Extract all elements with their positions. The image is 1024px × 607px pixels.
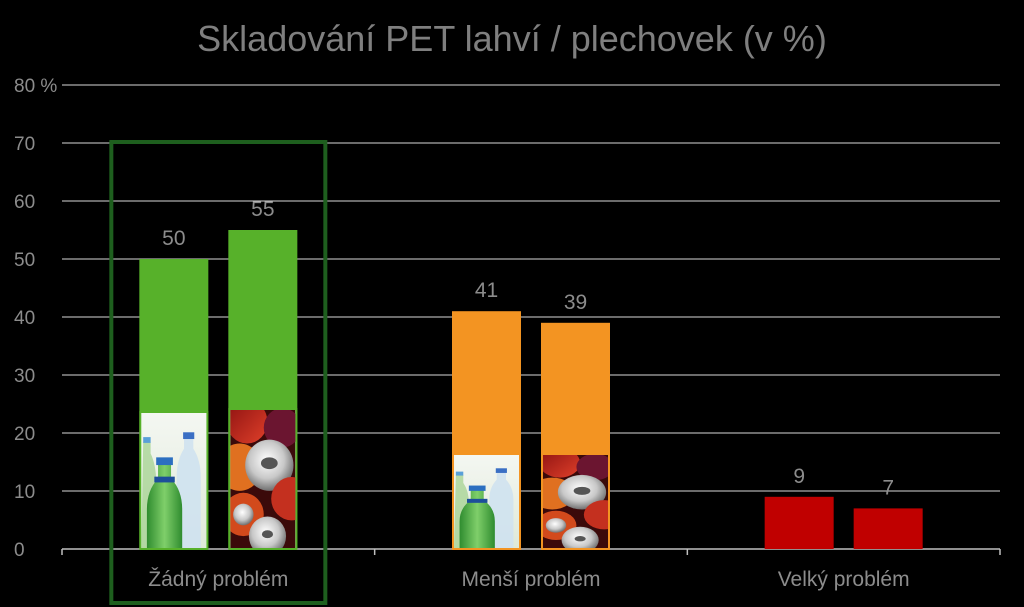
cans-photo	[543, 455, 608, 548]
x-tick-label: Velký problém	[778, 568, 910, 591]
data-label: 50	[162, 227, 185, 250]
data-label: 55	[251, 198, 274, 221]
x-tick-label: Žádný problém	[148, 568, 288, 591]
x-tick-label: Menší problém	[462, 568, 601, 591]
highlight-layer	[109, 140, 328, 605]
y-tick-label: 40	[14, 308, 35, 329]
data-label: 9	[793, 465, 805, 488]
y-tick-label: 80 %	[14, 76, 57, 97]
y-tick-label: 20	[14, 424, 35, 445]
cans-photo	[230, 410, 296, 548]
bar	[764, 496, 834, 549]
data-label: 41	[475, 279, 498, 302]
y-tick-label: 60	[14, 192, 35, 213]
data-label: 39	[564, 291, 587, 314]
highlight-box	[109, 140, 328, 605]
bar	[853, 508, 923, 549]
data-label: 7	[882, 476, 894, 499]
y-tick-label: 0	[14, 540, 25, 561]
y-tick-label: 30	[14, 366, 35, 387]
labels: 50 55 Žádný problém 41 39 Menší problém 9 7 Velk…	[148, 198, 909, 591]
y-tick-label: 50	[14, 250, 35, 271]
bars	[139, 230, 923, 550]
pet-bottles-photo	[141, 413, 207, 548]
chart-title: Skladování PET lahví / plechovek (v %)	[197, 18, 827, 59]
pet-bottles-photo	[454, 455, 519, 548]
y-tick-label: 10	[14, 482, 35, 503]
axes: 0 10 20 30 40 50 60 70 80 %	[14, 76, 1001, 561]
y-tick-label: 70	[14, 134, 35, 155]
